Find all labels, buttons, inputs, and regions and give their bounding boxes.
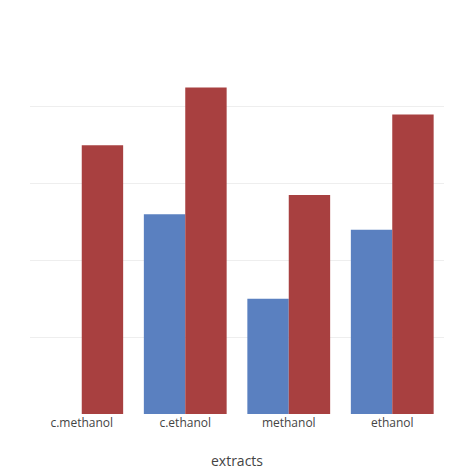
svg-text:methanol: methanol	[262, 414, 316, 431]
svg-text:ethanol: ethanol	[371, 414, 414, 431]
svg-text:c.methanol: c.methanol	[50, 414, 113, 431]
svg-text:extracts: extracts	[211, 451, 263, 470]
svg-text:c.ethanol: c.ethanol	[159, 414, 211, 431]
